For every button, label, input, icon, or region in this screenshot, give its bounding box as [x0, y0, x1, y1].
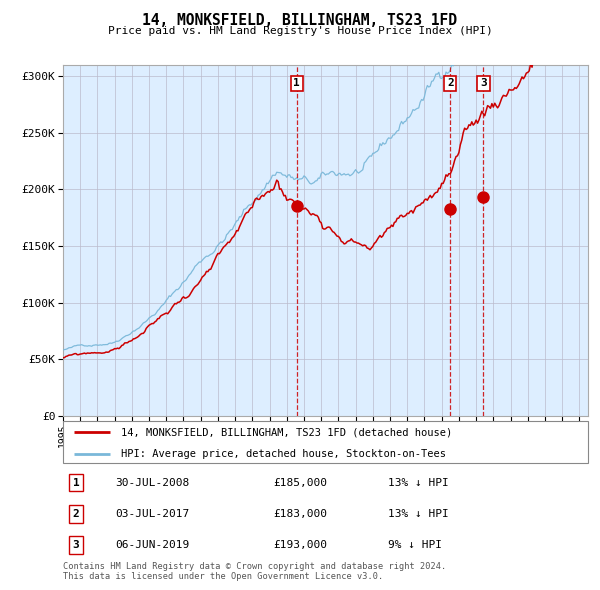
Text: 13% ↓ HPI: 13% ↓ HPI	[389, 509, 449, 519]
Text: 9% ↓ HPI: 9% ↓ HPI	[389, 540, 443, 550]
Text: 1: 1	[73, 477, 79, 487]
Text: 13% ↓ HPI: 13% ↓ HPI	[389, 477, 449, 487]
FancyBboxPatch shape	[63, 421, 588, 463]
Text: HPI: Average price, detached house, Stockton-on-Tees: HPI: Average price, detached house, Stoc…	[121, 449, 446, 459]
Text: £193,000: £193,000	[273, 540, 327, 550]
Text: Contains HM Land Registry data © Crown copyright and database right 2024.
This d: Contains HM Land Registry data © Crown c…	[63, 562, 446, 581]
Text: £185,000: £185,000	[273, 477, 327, 487]
Text: 03-JUL-2017: 03-JUL-2017	[115, 509, 190, 519]
Text: 2: 2	[447, 78, 454, 88]
Text: £183,000: £183,000	[273, 509, 327, 519]
Text: Price paid vs. HM Land Registry's House Price Index (HPI): Price paid vs. HM Land Registry's House …	[107, 26, 493, 36]
Text: 14, MONKSFIELD, BILLINGHAM, TS23 1FD: 14, MONKSFIELD, BILLINGHAM, TS23 1FD	[143, 13, 458, 28]
Text: 3: 3	[480, 78, 487, 88]
Text: 2: 2	[73, 509, 79, 519]
Text: 1: 1	[293, 78, 300, 88]
Text: 30-JUL-2008: 30-JUL-2008	[115, 477, 190, 487]
Text: 06-JUN-2019: 06-JUN-2019	[115, 540, 190, 550]
Text: 14, MONKSFIELD, BILLINGHAM, TS23 1FD (detached house): 14, MONKSFIELD, BILLINGHAM, TS23 1FD (de…	[121, 427, 452, 437]
Text: 3: 3	[73, 540, 79, 550]
